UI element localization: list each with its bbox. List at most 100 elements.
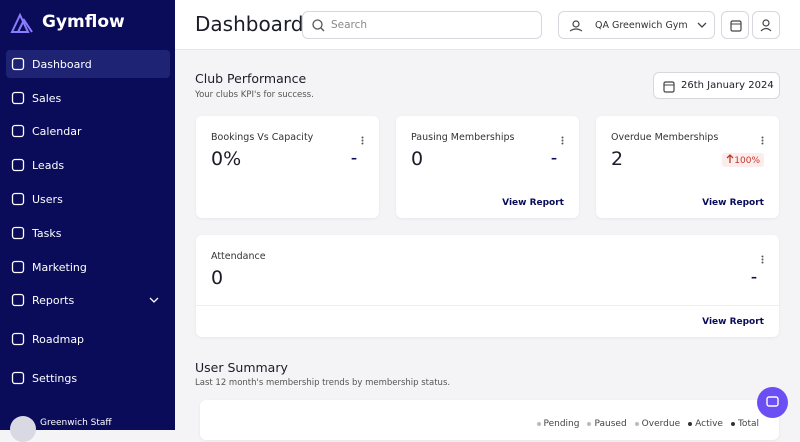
user-button[interactable]: [752, 11, 780, 39]
kpi-value: 0: [411, 148, 424, 170]
nav-label: Calendar: [32, 124, 82, 138]
kpi-change-text: –: [351, 151, 357, 165]
nav-item[interactable]: Users: [6, 185, 170, 213]
kpi-change-text: –: [751, 270, 757, 284]
nav-item[interactable]: Dashboard: [6, 50, 170, 78]
legend-item: Overdue: [634, 419, 681, 429]
legend-label: Overdue: [641, 419, 681, 429]
icon: [149, 297, 159, 303]
nav-item[interactable]: Marketing: [6, 253, 170, 281]
section-title: User Summary: [195, 360, 288, 375]
kpi-value: 0: [211, 267, 224, 289]
menu-button[interactable]: [761, 249, 764, 268]
date: 26th January 2024: [681, 80, 774, 91]
user-name[interactable]: Greenwich Staff: [40, 418, 112, 428]
search-box[interactable]: Search: [302, 11, 542, 39]
icon: [11, 124, 25, 138]
menu-button[interactable]: [761, 130, 764, 149]
nav-label: Users: [32, 192, 63, 206]
header: Dashboard Search QA Greenwich Gym: [175, 0, 800, 50]
kpi-change-text: 100%: [734, 156, 760, 166]
legend-item: Pending: [536, 419, 580, 429]
icon: [11, 293, 25, 307]
kpi-card: Bookings Vs Capacity 0% –: [196, 116, 379, 218]
nav-label: Reports: [32, 293, 75, 307]
legend-dot: [634, 422, 639, 426]
search-placeholder: Search: [331, 19, 368, 31]
section-title: Club Performance: [195, 71, 307, 86]
nav-label: Sales: [32, 91, 62, 105]
kpi-card: Overdue Memberships 2 100% View Report: [596, 116, 779, 218]
brand: Gymflow: [42, 12, 125, 32]
kpi-value: 2: [611, 148, 624, 170]
user-icon: [760, 19, 772, 32]
icon: [11, 91, 25, 105]
icon: [761, 136, 764, 145]
icon: [11, 332, 25, 346]
icon: [361, 136, 364, 145]
icon: [11, 260, 25, 274]
location: QA Greenwich Gym: [595, 20, 688, 31]
icon: [761, 255, 764, 264]
kpi-change: –: [551, 151, 557, 165]
menu-button[interactable]: [561, 130, 564, 149]
nav-item[interactable]: Reports: [6, 286, 170, 314]
kpi-change: 100%: [722, 153, 764, 167]
calendar-button[interactable]: [721, 11, 749, 39]
icon: [11, 371, 25, 385]
calendar-icon: [730, 20, 742, 32]
page-title: Dashboard: [195, 12, 304, 36]
view-report-link[interactable]: View Report: [502, 198, 564, 208]
kpi-value: 0%: [211, 148, 242, 170]
nav-item[interactable]: Settings: [6, 364, 170, 392]
legend-item: Total: [730, 419, 759, 429]
section-subtitle: Your clubs KPI's for success.: [195, 90, 314, 100]
sidebar: Gymflow Dashboard Sales Calendar Leads Users…: [0, 0, 175, 442]
nav-label: Settings: [32, 371, 78, 385]
nav-label: Dashboard: [32, 57, 92, 71]
legend-label: Total: [737, 419, 759, 429]
kpi-card: Pausing Memberships 0 – View Report: [396, 116, 579, 218]
nav-item[interactable]: Leads: [6, 151, 170, 179]
search-icon: [312, 19, 325, 32]
nav-label: Roadmap: [32, 332, 85, 346]
icon: [11, 226, 25, 240]
nav-item[interactable]: Calendar: [6, 117, 170, 145]
calendar-icon: [663, 81, 675, 93]
icon: [11, 57, 25, 71]
location-select[interactable]: QA Greenwich Gym: [558, 11, 715, 39]
divider: [196, 305, 779, 306]
avatar: [10, 416, 36, 442]
legend-label: Pending: [543, 419, 580, 429]
kpi-label: Pausing Memberships: [411, 132, 515, 143]
nav-item[interactable]: Tasks: [6, 219, 170, 247]
chart-card: Pending Paused Overdue Active Total: [200, 400, 779, 440]
chat-icon: [766, 396, 779, 407]
nav-label: Leads: [32, 158, 65, 172]
menu-button[interactable]: [361, 130, 364, 149]
legend-label: Paused: [594, 419, 627, 429]
kpi-change-text: –: [551, 151, 557, 165]
location-icon: [569, 20, 583, 32]
kpi-change: –: [351, 151, 357, 165]
legend-dot: [536, 422, 541, 426]
nav-label: Tasks: [32, 226, 62, 240]
legend-dot: [688, 422, 693, 426]
nav-item[interactable]: Roadmap: [6, 325, 170, 353]
legend-dot: [730, 422, 735, 426]
icon: [11, 158, 25, 172]
view-report-link[interactable]: View Report: [702, 317, 764, 327]
nav-label: Marketing: [32, 260, 87, 274]
icon: [11, 192, 25, 206]
chat-button[interactable]: [757, 387, 788, 418]
section-subtitle: Last 12 month's membership trends by mem…: [195, 378, 451, 388]
legend-item: Active: [688, 419, 723, 429]
legend-dot: [587, 422, 592, 426]
icon: [561, 136, 564, 145]
legend-item: Paused: [587, 419, 627, 429]
kpi-label: Attendance: [211, 251, 266, 262]
date-picker[interactable]: 26th January 2024: [653, 72, 780, 99]
nav-item[interactable]: Sales: [6, 84, 170, 112]
view-report-link[interactable]: View Report: [702, 198, 764, 208]
